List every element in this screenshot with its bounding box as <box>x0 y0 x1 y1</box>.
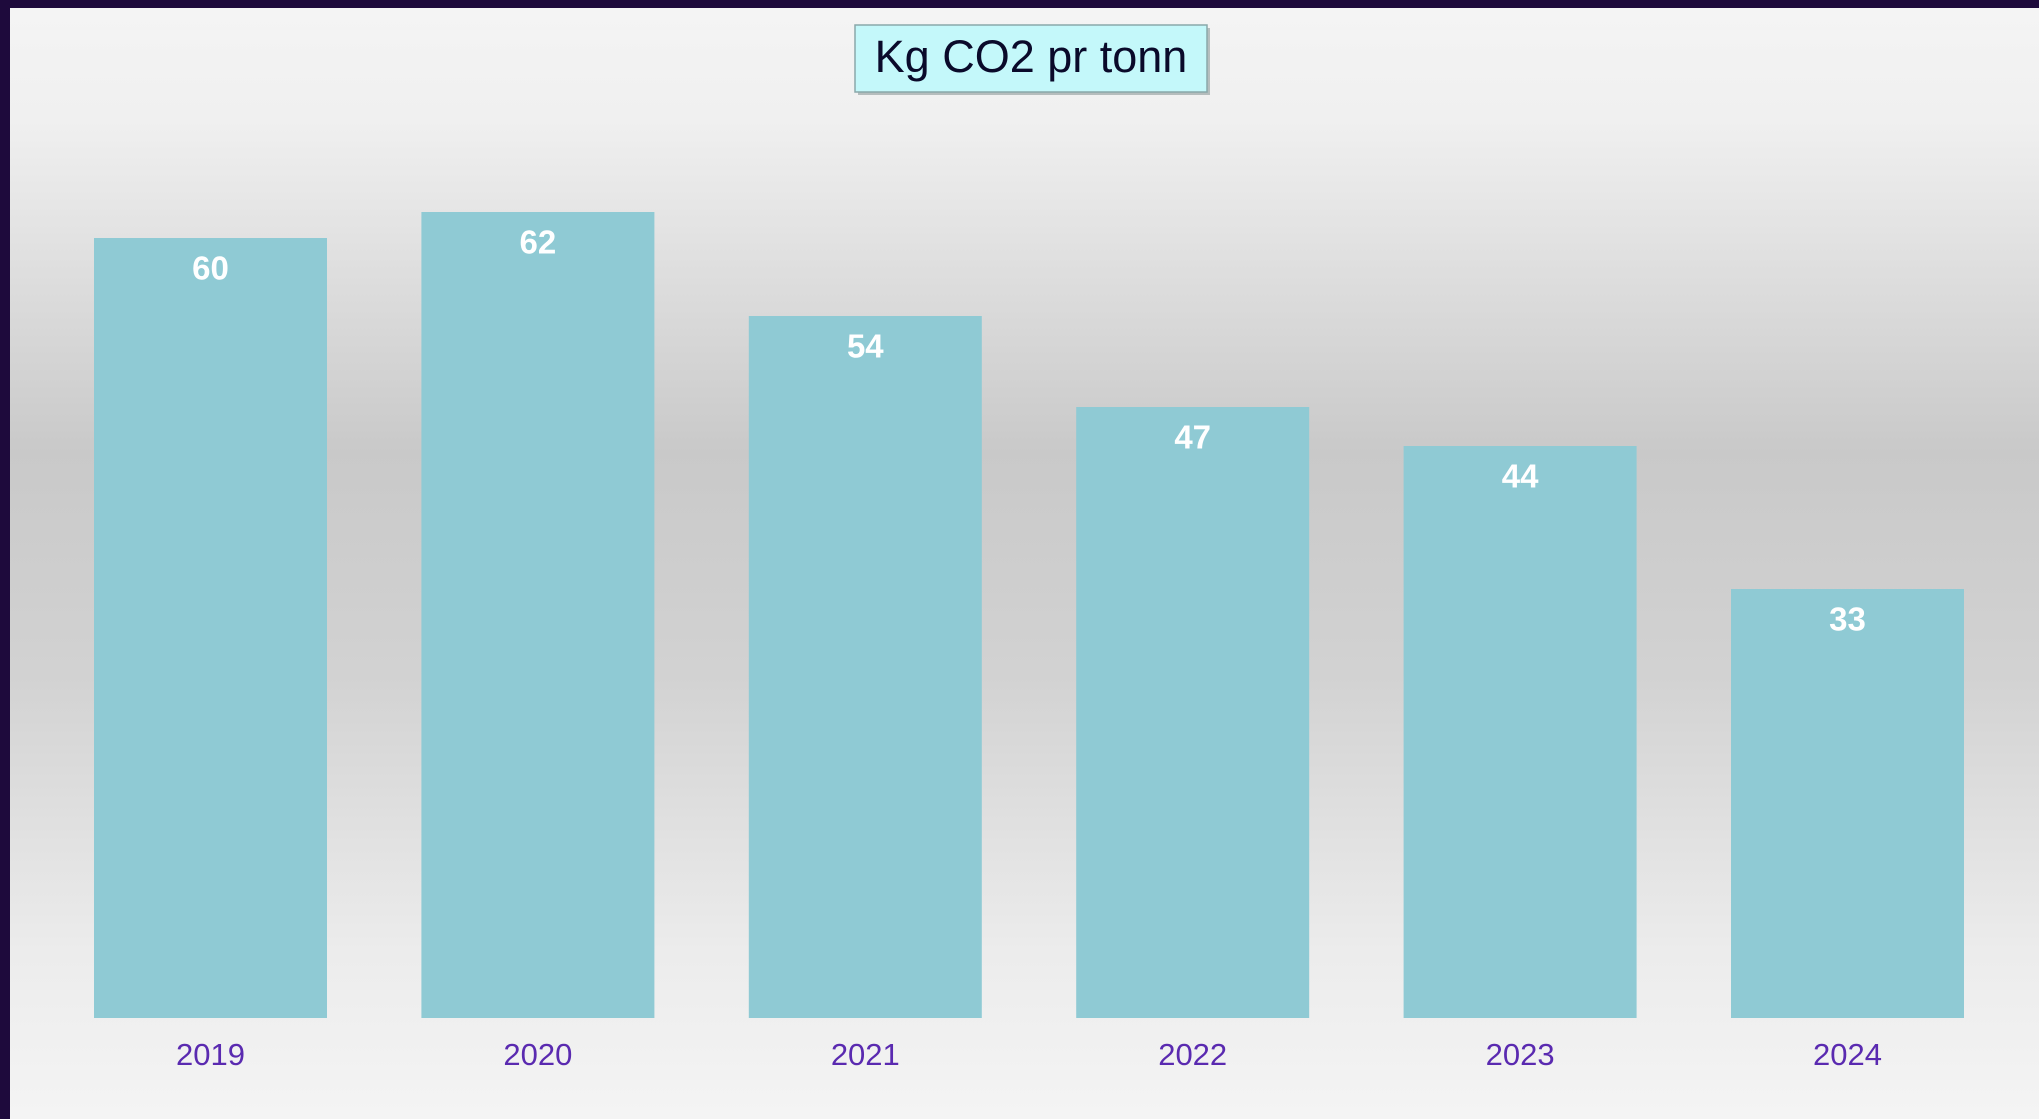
bar <box>1731 589 1964 1018</box>
bar <box>748 316 982 1018</box>
value-label: 60 <box>192 250 229 287</box>
x-tick-label: 2020 <box>503 1037 572 1072</box>
title-box <box>854 24 1208 93</box>
value-label: 33 <box>1829 601 1866 638</box>
x-tick-label: 2022 <box>1158 1037 1227 1072</box>
value-label: 62 <box>520 224 557 261</box>
bar <box>421 212 655 1018</box>
bar <box>1076 407 1310 1018</box>
plot-background <box>10 8 2039 1119</box>
x-tick-label: 2021 <box>831 1037 900 1072</box>
bar <box>94 238 327 1018</box>
x-tick-label: 2024 <box>1813 1037 1882 1072</box>
value-label: 44 <box>1502 458 1539 495</box>
bar <box>1403 446 1637 1018</box>
x-tick-label: 2023 <box>1486 1037 1555 1072</box>
x-tick-label: 2019 <box>176 1037 245 1072</box>
value-label: 54 <box>847 328 884 365</box>
value-label: 47 <box>1174 419 1211 456</box>
chart-title: Kg CO2 pr tonn <box>875 31 1188 82</box>
